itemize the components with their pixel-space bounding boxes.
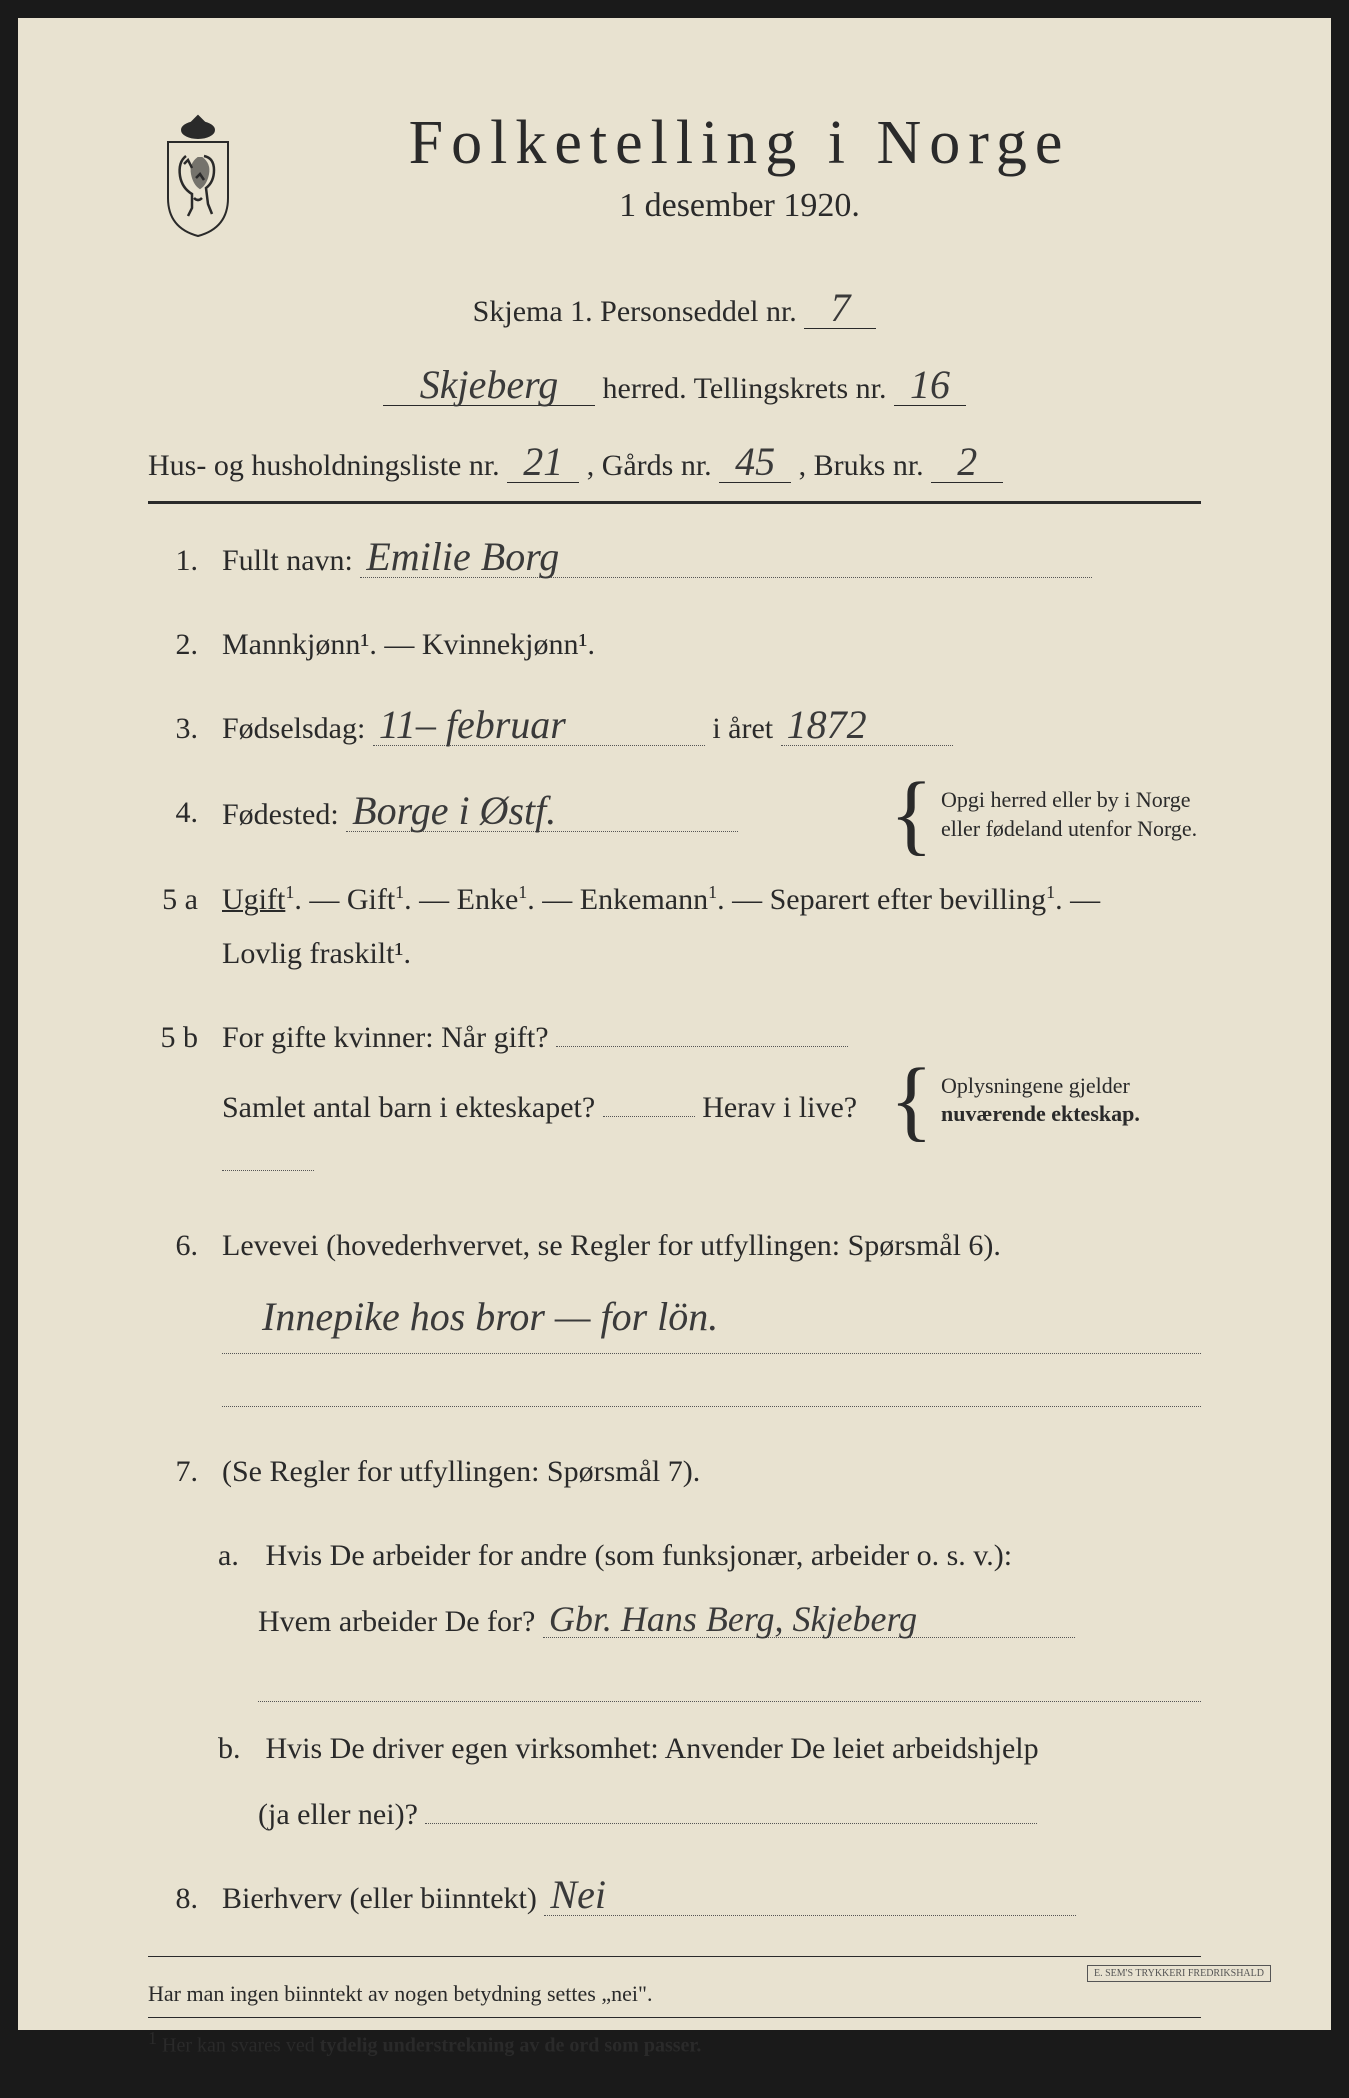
gards-nr: 45 <box>719 442 791 483</box>
q3-label-b: i året <box>712 712 773 745</box>
q5b-live-value <box>222 1170 314 1171</box>
q6-label: Levevei (hovederhvervet, se Regler for u… <box>222 1219 1201 1273</box>
divider-top <box>148 501 1201 504</box>
herred-name: Skjeberg <box>383 365 595 406</box>
q4-label: Fødested: <box>222 798 339 831</box>
tellingskrets-nr: 16 <box>894 365 966 406</box>
q7-label: (Se Regler for utfyllingen: Spørsmål 7). <box>222 1445 1201 1499</box>
q3-year: 1872 <box>781 705 953 746</box>
q2-label: Mannkjønn¹. — Kvinnekjønn¹. <box>222 618 1201 672</box>
question-5a: 5 a Ugift1. — Gift1. — Enke1. — Enkemann… <box>148 873 1201 981</box>
form-content: Folketelling i Norge 1 desember 1920. Sk… <box>58 48 1291 2098</box>
q5b-gift-value <box>556 1046 848 1047</box>
q8-value: Nei <box>544 1875 1076 1916</box>
q5b-num: 5 b <box>148 1011 198 1189</box>
brace-icon: { <box>882 792 941 837</box>
q5b-line1: For gifte kvinner: Når gift? <box>222 1021 549 1054</box>
q7b-value <box>425 1823 1037 1824</box>
liste-nr: 21 <box>507 442 579 483</box>
divider-footer-1 <box>148 1956 1201 1957</box>
q7a-value: Gbr. Hans Berg, Skjeberg <box>543 1601 1075 1638</box>
q7a-line1: Hvis De arbeider for andre (som funksjon… <box>266 1539 1013 1572</box>
footnote-1: Har man ingen biinntekt av nogen betydni… <box>148 1981 1201 2007</box>
q1-value: Emilie Borg <box>360 537 1092 578</box>
question-3: 3. Fødselsdag: 11– februar i året 1872 <box>148 702 1201 756</box>
q7a-blank <box>258 1657 1201 1702</box>
q5b-note: Oplysningene gjelder nuværende ekteskap. <box>941 1072 1201 1129</box>
bruks-nr: 2 <box>931 442 1003 483</box>
census-form-page: Folketelling i Norge 1 desember 1920. Sk… <box>0 0 1349 2048</box>
question-1: 1. Fullt navn: Emilie Borg <box>148 534 1201 588</box>
schema-line: Skjema 1. Personseddel nr. 7 <box>148 288 1201 329</box>
question-6: 6. Levevei (hovederhvervet, se Regler fo… <box>148 1219 1201 1415</box>
hus-line: Hus- og husholdningsliste nr. 21 , Gårds… <box>148 442 1201 483</box>
gards-label: , Gårds nr. <box>587 449 712 482</box>
q1-label: Fullt navn: <box>222 544 353 577</box>
q4-value: Borge i Østf. <box>346 791 738 832</box>
herred-label: herred. Tellingskrets nr. <box>603 372 887 405</box>
brace-icon-2: { <box>882 1078 941 1123</box>
q8-num: 8. <box>148 1872 198 1926</box>
q2-num: 2. <box>148 618 198 672</box>
main-title: Folketelling i Norge <box>278 108 1201 179</box>
schema-label: Skjema 1. Personseddel nr. <box>473 295 797 328</box>
hus-prefix: Hus- og husholdningsliste nr. <box>148 449 500 482</box>
herred-line: Skjeberg herred. Tellingskrets nr. 16 <box>148 365 1201 406</box>
q6-value-blank <box>222 1362 1201 1407</box>
q7-num: 7. <box>148 1445 198 1499</box>
question-7b: b. Hvis De driver egen virksomhet: Anven… <box>218 1722 1201 1842</box>
divider-footer-2 <box>148 2017 1201 2018</box>
q5a-num: 5 a <box>148 873 198 981</box>
norwegian-crest-icon <box>148 108 248 238</box>
q5b-barn-value <box>603 1116 695 1117</box>
question-5b: 5 b For gifte kvinner: Når gift? Samlet … <box>148 1011 1201 1189</box>
census-date: 1 desember 1920. <box>278 187 1201 225</box>
q6-value: Innepike hos bror — for lön. <box>222 1281 1201 1354</box>
q5b-line2b: Herav i live? <box>702 1091 857 1124</box>
q7a-line2: Hvem arbeider De for? <box>258 1605 535 1638</box>
q5a-selected: Ugift <box>222 883 285 916</box>
q4-note: Opgi herred eller by i Norge eller fødel… <box>941 786 1201 843</box>
q8-label: Bierhverv (eller biinntekt) <box>222 1882 537 1915</box>
personseddel-nr: 7 <box>804 288 876 329</box>
q3-day: 11– februar <box>373 705 705 746</box>
q1-num: 1. <box>148 534 198 588</box>
title-block: Folketelling i Norge 1 desember 1920. <box>278 108 1201 225</box>
q7b-line1: Hvis De driver egen virksomhet: Anvender… <box>266 1732 1039 1765</box>
q3-num: 3. <box>148 702 198 756</box>
header: Folketelling i Norge 1 desember 1920. <box>148 108 1201 238</box>
question-2: 2. Mannkjønn¹. — Kvinnekjønn¹. <box>148 618 1201 672</box>
q7b-line2: (ja eller nei)? <box>258 1798 418 1831</box>
footnote-2: 1 Her kan svares ved tydelig understrekn… <box>148 2028 1201 2058</box>
q4-num: 4. <box>148 786 198 843</box>
q3-label-a: Fødselsdag: <box>222 712 365 745</box>
q6-num: 6. <box>148 1219 198 1415</box>
question-7a: a. Hvis De arbeider for andre (som funks… <box>218 1529 1201 1702</box>
question-8: 8. Bierhverv (eller biinntekt) Nei <box>148 1872 1201 1926</box>
printer-stamp: E. SEM'S TRYKKERI FREDRIKSHALD <box>1087 1965 1271 1982</box>
q5a-line2: Lovlig fraskilt¹. <box>222 927 1201 981</box>
question-4: 4. Fødested: Borge i Østf. { Opgi herred… <box>148 786 1201 843</box>
bruks-label: , Bruks nr. <box>799 449 924 482</box>
question-7: 7. (Se Regler for utfyllingen: Spørsmål … <box>148 1445 1201 1499</box>
q5b-line2a: Samlet antal barn i ekteskapet? <box>222 1091 595 1124</box>
